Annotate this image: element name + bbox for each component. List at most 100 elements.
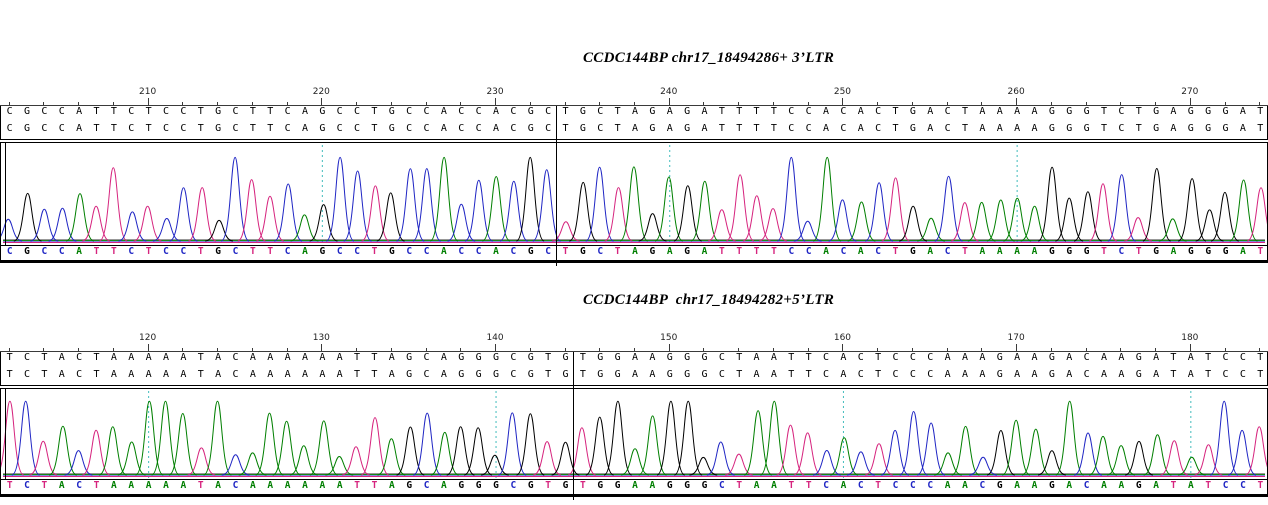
basecall-letter: A: [336, 480, 343, 491]
ruler-major-tick: [668, 98, 670, 105]
sequence-letter: A: [180, 369, 187, 380]
sequence-letter: C: [1118, 123, 1125, 134]
ruler-minor-tick: [43, 102, 45, 105]
sequence-letter: T: [718, 106, 725, 117]
sequence-letter: G: [562, 352, 569, 363]
sequence-letter: A: [979, 123, 986, 134]
ruler-minor-tick: [981, 348, 983, 351]
sequence-letter: C: [180, 106, 187, 117]
sequence-letter: A: [979, 369, 986, 380]
basecall-letter: T: [354, 480, 360, 491]
trace-peak-T: [341, 446, 371, 476]
sequence-letter: G: [996, 352, 1003, 363]
sequence-letter: C: [232, 123, 239, 134]
trace-peak-C: [64, 450, 93, 476]
sequence-letter: C: [545, 123, 552, 134]
sequence-letter: C: [805, 123, 812, 134]
basecall-letter: C: [1118, 246, 1125, 257]
ruler-minor-tick: [946, 102, 948, 105]
basecall-letter: T: [41, 480, 48, 491]
sequence-letter: T: [614, 106, 621, 117]
basecall-letter: T: [267, 246, 274, 257]
basecall-letter: A: [163, 480, 169, 491]
ruler-label: 130: [312, 333, 330, 343]
basecall-letter: G: [666, 480, 673, 491]
trace-peak-G: [1055, 197, 1084, 242]
sequence-letter: A: [1014, 369, 1021, 380]
sequence-letter: C: [1118, 106, 1125, 117]
sequence-letter: G: [388, 123, 395, 134]
sequence-letter: G: [597, 369, 604, 380]
trace-left-inner-border: [5, 389, 6, 479]
sequence-letter: A: [301, 106, 308, 117]
sequence-letter: T: [562, 106, 569, 117]
basecall-letter: C: [180, 246, 187, 257]
ruler-major-tick: [842, 344, 844, 351]
ruler-minor-tick: [1120, 102, 1122, 105]
basecall-letter: C: [510, 246, 517, 257]
sequence-letter: C: [336, 123, 343, 134]
sequence-letter: C: [284, 106, 291, 117]
ruler-minor-tick: [251, 102, 253, 105]
trace-peak-C: [11, 400, 41, 476]
trace-peak-C: [776, 156, 806, 242]
sequence-letter: C: [24, 369, 31, 380]
sequence-letter: A: [1170, 106, 1177, 117]
basecall-letter: T: [111, 246, 117, 257]
basecall-letter: G: [1083, 246, 1090, 257]
sequence-letter: C: [354, 106, 361, 117]
ruler-major-tick: [842, 98, 844, 105]
basecall-letter: A: [1031, 480, 1038, 491]
trace-peak-T: [742, 195, 771, 242]
ruler-major-tick: [147, 344, 149, 351]
sequence-letter: A: [162, 369, 170, 380]
sequence-letter: T: [545, 369, 552, 380]
sequence-letter: T: [41, 352, 48, 363]
sequence-letter: T: [145, 106, 152, 117]
sequence-letter: G: [649, 123, 656, 134]
ruler-minor-tick: [1120, 348, 1122, 351]
sequence-letter: C: [597, 106, 604, 117]
trace-peak-C: [1209, 400, 1239, 476]
trace-peak-C: [220, 156, 250, 242]
sequence-letter: C: [1083, 352, 1090, 363]
sequence-letter: G: [614, 369, 621, 380]
sequence-letter: T: [6, 369, 13, 380]
ruler-minor-tick: [599, 348, 601, 351]
basecall-letter: G: [597, 480, 604, 491]
sequence-letter: A: [840, 369, 847, 380]
sequence-letter: G: [1187, 123, 1194, 134]
sequence-letter: T: [736, 352, 743, 363]
sequence-letter: A: [336, 369, 343, 380]
sequence-letter: T: [545, 352, 552, 363]
basecall-letter: G: [527, 246, 534, 257]
sequence-letter: A: [996, 123, 1003, 134]
sequence-letter: G: [319, 106, 326, 117]
basecall-letter: A: [215, 480, 221, 491]
sequence-letter: T: [770, 106, 777, 117]
sequence-letter: A: [961, 369, 969, 380]
ruler-minor-tick: [425, 102, 427, 105]
trace-peak-A: [1143, 434, 1172, 476]
sequence-letter: G: [1153, 123, 1160, 134]
sequence-letter: A: [979, 352, 986, 363]
ruler-label: 140: [486, 333, 504, 343]
basecall-letter: G: [319, 246, 326, 257]
sequence-letter: A: [440, 369, 447, 380]
basecall-letter: C: [944, 246, 951, 257]
sequence-letter: G: [527, 369, 534, 380]
sequence-letter: A: [1031, 369, 1038, 380]
sequence-letter: A: [631, 123, 638, 134]
ruler-label: 180: [1181, 333, 1199, 343]
ruler-minor-tick: [217, 348, 219, 351]
ruler-minor-tick: [425, 348, 427, 351]
sequence-letter: A: [631, 106, 638, 117]
sequence-letter: G: [701, 352, 708, 363]
trace-peak-T: [188, 187, 217, 242]
sequence-letter: A: [961, 352, 969, 363]
basecall-letter: G: [684, 246, 690, 257]
sequence-letter: C: [458, 123, 465, 134]
basecall-letter: C: [6, 246, 13, 257]
ruler-minor-tick: [1155, 102, 1157, 105]
